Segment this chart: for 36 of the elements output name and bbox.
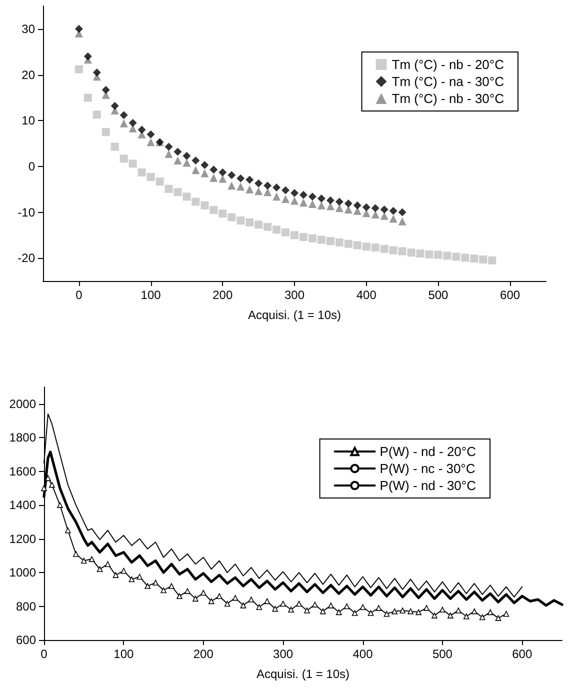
y-tick-label: 1600: [9, 464, 36, 478]
x-axis-title: Acquisi. (1 = 10s): [256, 667, 350, 681]
y-tick-label: 20: [22, 68, 36, 82]
x-tick-label: 0: [40, 647, 48, 661]
legend-label: Tm (°C) - nb - 30°C: [392, 91, 504, 106]
y-tick-label: 1800: [9, 430, 36, 445]
x-tick-label: 0: [76, 288, 83, 302]
legend-label: Tm (°C) - na - 30°C: [392, 74, 504, 89]
legend-label: P(W) - nd - 30°C: [380, 478, 476, 493]
y-tick-label: 600: [16, 633, 36, 647]
x-tick-label: 200: [212, 288, 233, 302]
y-tick-label: 10: [22, 114, 36, 128]
y-tick-label: 1000: [9, 566, 36, 580]
x-tick-label: 500: [432, 647, 453, 661]
y-tick-label: 0: [28, 159, 36, 174]
x-tick-label: 200: [193, 647, 214, 661]
x-tick-label: 300: [273, 647, 294, 661]
y-tick-label: 2000: [9, 396, 36, 411]
x-tick-label: 100: [114, 647, 134, 661]
x-axis-title: Acquisi. (1 = 10s): [248, 308, 342, 322]
legend-label: Tm (°C) - nb - 20°C: [392, 57, 504, 72]
x-tick-label: 100: [140, 288, 162, 302]
x-tick-label: 500: [428, 288, 449, 302]
y-tick-label: -10: [18, 205, 36, 220]
legend-label: P(W) - nd - 20°C: [380, 444, 476, 459]
x-tick-label: 400: [356, 288, 377, 302]
y-tick-label: 1400: [9, 498, 36, 512]
legend-label: P(W) - nc - 30°C: [380, 461, 476, 476]
x-tick-label: 400: [352, 647, 374, 661]
y-tick-label: -20: [18, 251, 36, 266]
x-tick-label: 600: [500, 288, 520, 302]
y-tick-label: 30: [22, 22, 36, 36]
y-tick-label: 800: [16, 599, 36, 614]
y-tick-label: 1200: [9, 532, 36, 546]
x-tick-label: 600: [512, 647, 532, 661]
x-tick-label: 300: [284, 288, 305, 302]
